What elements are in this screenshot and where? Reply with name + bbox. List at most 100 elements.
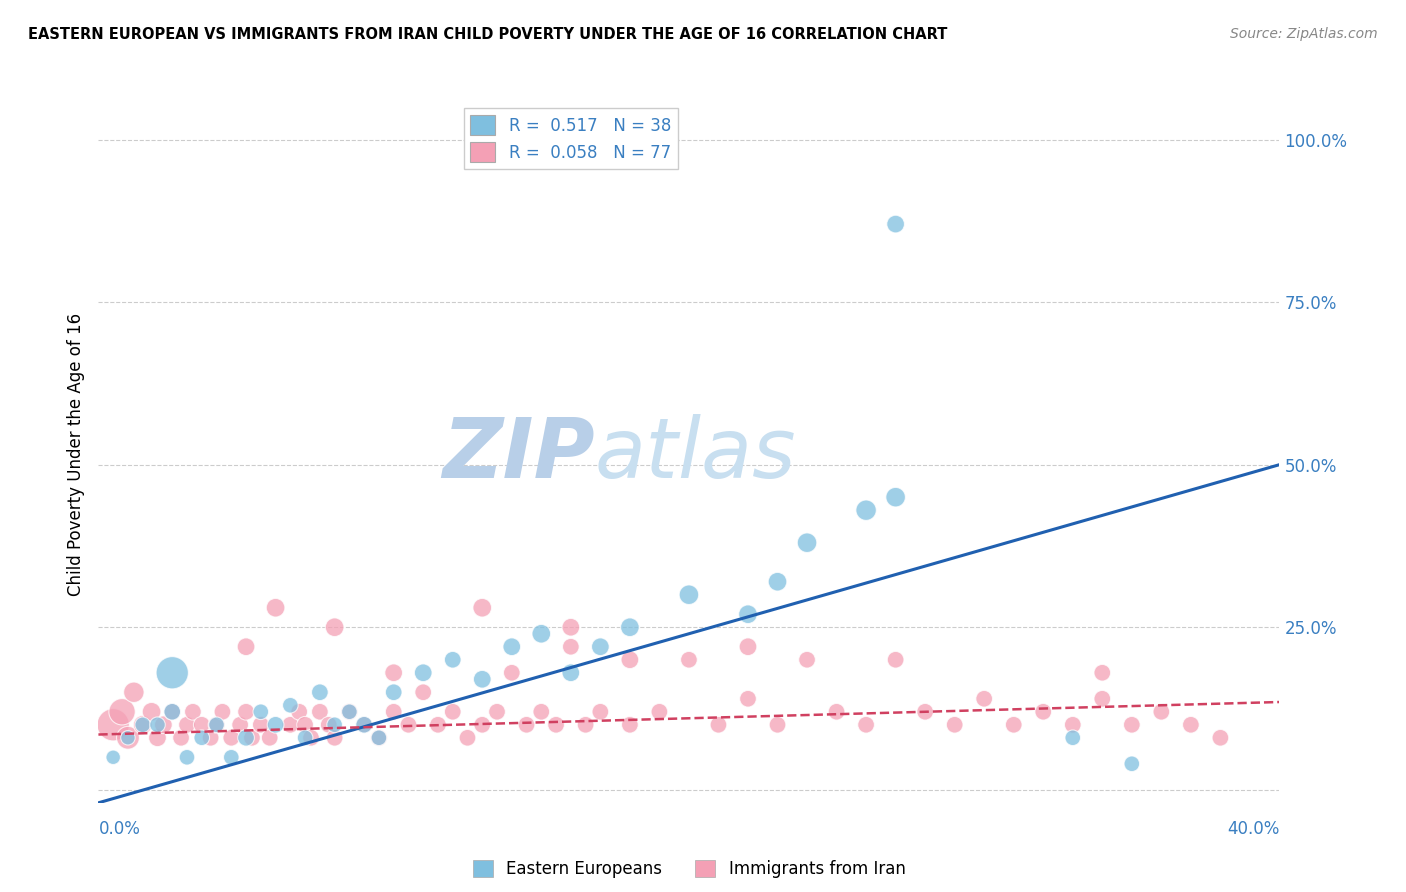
Point [191, 718, 214, 732]
Point [176, 718, 198, 732]
Point [205, 718, 228, 732]
Point [294, 718, 316, 732]
Point [339, 705, 360, 719]
Point [707, 718, 730, 732]
Text: Source: ZipAtlas.com: Source: ZipAtlas.com [1230, 27, 1378, 41]
Point [501, 665, 523, 680]
Point [382, 665, 405, 680]
Point [619, 620, 641, 634]
Point [205, 718, 228, 732]
Point [1091, 665, 1114, 680]
Point [103, 718, 125, 732]
Point [181, 705, 204, 719]
Point [264, 718, 287, 732]
Point [530, 705, 553, 719]
Point [619, 718, 641, 732]
Point [299, 731, 322, 745]
Point [250, 718, 273, 732]
Point [1062, 731, 1084, 745]
Point [501, 640, 523, 654]
Point [117, 731, 139, 745]
Point [1150, 705, 1173, 719]
Point [1121, 718, 1143, 732]
Point [884, 217, 907, 231]
Point [264, 600, 287, 615]
Point [678, 588, 700, 602]
Point [589, 640, 612, 654]
Point [1209, 731, 1232, 745]
Point [278, 718, 302, 732]
Point [323, 731, 346, 745]
Point [339, 705, 360, 719]
Point [323, 718, 346, 732]
Point [560, 620, 582, 634]
Point [1002, 718, 1025, 732]
Point [456, 731, 478, 745]
Point [796, 535, 818, 549]
Point [973, 691, 995, 706]
Point [146, 731, 169, 745]
Point [309, 685, 332, 699]
Point [103, 750, 125, 764]
Point [288, 705, 311, 719]
Point [471, 718, 494, 732]
Text: atlas: atlas [595, 415, 796, 495]
Point [766, 718, 789, 732]
Legend: R =  0.517   N = 38, R =  0.058   N = 77: R = 0.517 N = 38, R = 0.058 N = 77 [464, 109, 678, 169]
Point [737, 607, 759, 622]
Point [855, 718, 877, 732]
Point [162, 665, 183, 680]
Point [219, 731, 242, 745]
Point [855, 503, 877, 517]
Point [250, 705, 273, 719]
Text: ZIP: ZIP [441, 415, 595, 495]
Point [825, 705, 848, 719]
Point [943, 718, 966, 732]
Point [574, 718, 596, 732]
Point [884, 490, 907, 504]
Point [309, 705, 332, 719]
Point [441, 653, 464, 667]
Point [471, 600, 494, 615]
Point [146, 718, 169, 732]
Point [412, 685, 434, 699]
Point [737, 691, 759, 706]
Point [200, 731, 222, 745]
Text: EASTERN EUROPEAN VS IMMIGRANTS FROM IRAN CHILD POVERTY UNDER THE AGE OF 16 CORRE: EASTERN EUROPEAN VS IMMIGRANTS FROM IRAN… [28, 27, 948, 42]
Point [141, 705, 163, 719]
Point [132, 718, 155, 732]
Point [235, 705, 257, 719]
Y-axis label: Child Poverty Under the Age of 16: Child Poverty Under the Age of 16 [66, 313, 84, 597]
Point [278, 698, 302, 713]
Point [619, 653, 641, 667]
Point [132, 718, 155, 732]
Point [117, 731, 139, 745]
Point [162, 705, 183, 719]
Point [486, 705, 509, 719]
Point [294, 731, 316, 745]
Point [323, 620, 346, 634]
Point [1062, 718, 1084, 732]
Point [678, 653, 700, 667]
Point [368, 731, 391, 745]
Point [884, 653, 907, 667]
Point [162, 705, 183, 719]
Point [368, 731, 391, 745]
Point [412, 665, 434, 680]
Point [560, 665, 582, 680]
Point [471, 672, 494, 686]
Point [914, 705, 936, 719]
Point [240, 731, 263, 745]
Point [353, 718, 375, 732]
Point [318, 718, 340, 732]
Text: 0.0%: 0.0% [98, 820, 141, 838]
Point [796, 653, 818, 667]
Point [211, 705, 233, 719]
Point [170, 731, 193, 745]
Point [589, 705, 612, 719]
Point [396, 718, 419, 732]
Point [382, 705, 405, 719]
Point [1121, 756, 1143, 771]
Point [737, 640, 759, 654]
Point [235, 731, 257, 745]
